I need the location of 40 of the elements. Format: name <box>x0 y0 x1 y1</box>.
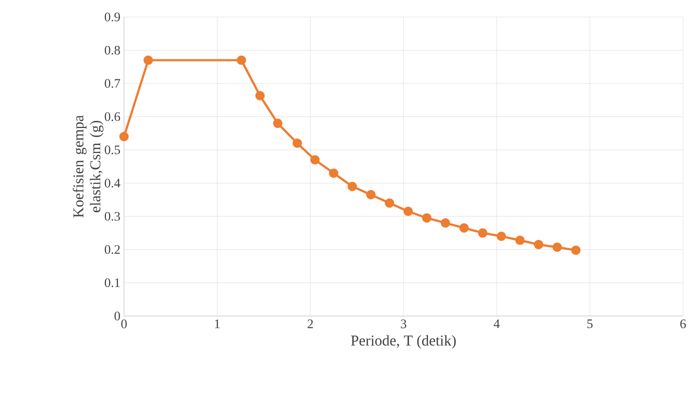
y-tick-label: 0.2 <box>104 245 120 254</box>
point <box>384 198 394 208</box>
point <box>366 190 376 200</box>
point <box>144 56 153 65</box>
point <box>534 240 544 250</box>
y-axis-title: Koefisien gempa elastik,Csm (g) <box>72 115 104 218</box>
x-tick-label: 4 <box>494 320 500 328</box>
x-tick-label: 0 <box>121 320 127 328</box>
point <box>119 132 129 142</box>
y-tick-label: 0.4 <box>104 178 120 188</box>
point <box>459 223 469 233</box>
y-tick-label: 0.5 <box>104 145 120 154</box>
x-tick-label: 6 <box>680 320 686 328</box>
point <box>403 206 413 216</box>
point <box>422 213 432 223</box>
y-tick-label: 0.7 <box>104 79 120 88</box>
point <box>496 232 506 241</box>
x-tick-label: 1 <box>215 320 220 328</box>
y-tick-label: 0.1 <box>104 278 120 288</box>
point <box>552 242 562 252</box>
point <box>255 91 265 100</box>
point <box>236 56 246 65</box>
y-tick-label: 0.9 <box>104 12 120 22</box>
point <box>571 246 581 255</box>
y-tick-label: 0.8 <box>104 46 120 55</box>
point <box>515 236 525 245</box>
point <box>440 218 450 228</box>
point <box>348 182 357 192</box>
x-axis-title: Periode, T (detik) <box>351 335 456 349</box>
y-tick-label: 0.3 <box>104 212 120 221</box>
x-tick-label: 5 <box>587 320 593 328</box>
point <box>292 138 302 148</box>
point <box>478 228 488 238</box>
point <box>328 168 338 178</box>
point <box>310 155 320 165</box>
y-tick-label: 0.6 <box>104 112 120 122</box>
y-tick-label: 0 <box>114 312 120 320</box>
x-tick-label: 2 <box>308 320 313 328</box>
x-tick-label: 3 <box>400 320 406 328</box>
point <box>273 118 282 128</box>
